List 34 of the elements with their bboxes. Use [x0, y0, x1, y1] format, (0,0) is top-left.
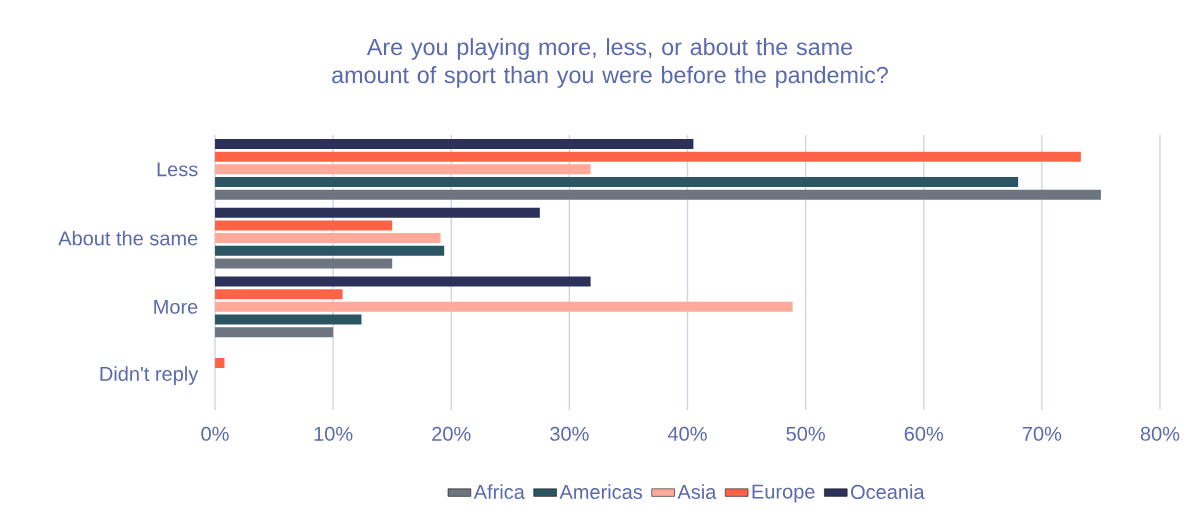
bar: [215, 314, 362, 325]
x-tick-label: 50%: [786, 426, 825, 441]
x-tick-label: 80%: [1140, 426, 1180, 441]
y-tick-label: More: [154, 299, 198, 314]
bar: [215, 139, 694, 150]
bar: [215, 177, 1019, 188]
bar: [215, 301, 793, 312]
bar: [215, 207, 540, 218]
legend-label: Africa: [473, 484, 525, 500]
bar: [215, 245, 445, 256]
bar: [215, 189, 1101, 200]
x-tick-label: 10%: [314, 426, 353, 441]
x-tick-label: 0%: [201, 426, 229, 441]
y-tick-label: Less: [157, 162, 198, 177]
x-tick-label: 60%: [904, 426, 944, 441]
bar: [215, 276, 591, 287]
x-tick-label: 30%: [550, 426, 589, 441]
legend-label: Oceania: [851, 484, 925, 500]
y-tick-label: Didn't reply: [100, 366, 199, 385]
chart-title: Are you playing more, less, or about the same amount of sport than you were before the pandemic?: [332, 38, 888, 88]
legend-label: Asia: [677, 484, 717, 500]
legend-label: Europe: [752, 484, 815, 503]
bar: [215, 233, 441, 244]
legend-label: Americas: [559, 484, 643, 500]
x-tick-label: 40%: [667, 426, 707, 441]
x-tick-label: 70%: [1022, 426, 1062, 441]
bar: [215, 151, 1081, 162]
bar: [215, 289, 343, 300]
bar: [215, 327, 334, 338]
bar: [215, 258, 393, 269]
bar: [215, 220, 393, 231]
bar: [215, 164, 591, 175]
y-tick-label: About the same: [58, 230, 198, 246]
x-tick-label: 20%: [432, 426, 471, 441]
